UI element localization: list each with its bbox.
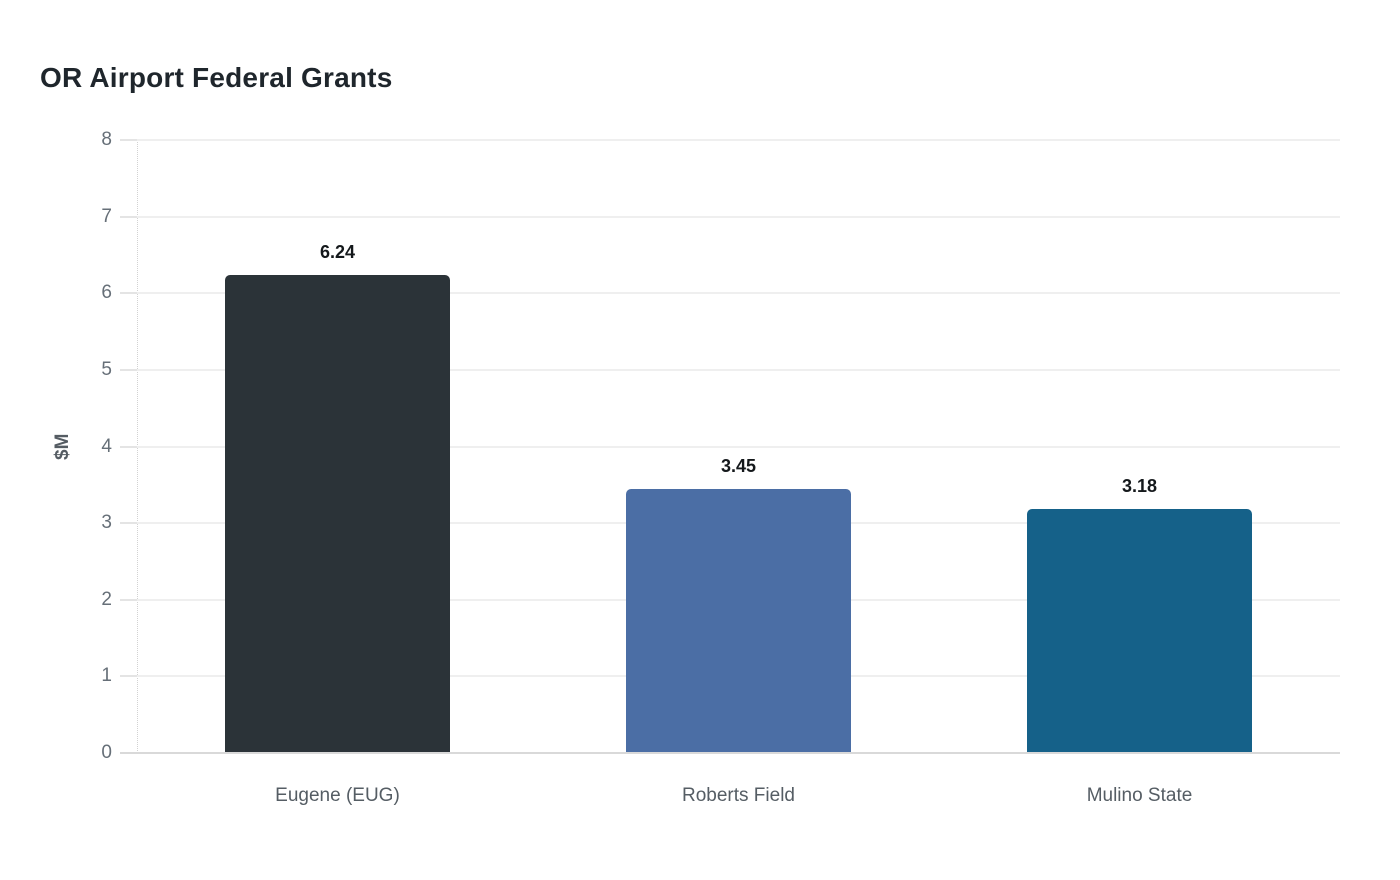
chart-title: OR Airport Federal Grants	[40, 62, 393, 93]
y-tick-label: 4	[101, 435, 112, 457]
y-tick-label: 7	[101, 205, 112, 227]
y-tick-label: 0	[101, 742, 112, 763]
gridline	[137, 292, 1340, 295]
bar-value-label: 6.24	[319, 241, 355, 262]
y-tick-label: 3	[101, 512, 112, 534]
x-tick-label: Mulino State	[1086, 785, 1193, 806]
y-axis-tick	[120, 522, 137, 525]
y-tick-label: 2	[101, 588, 112, 610]
y-axis-tick	[120, 139, 137, 141]
bar-eugene-eug	[224, 274, 450, 753]
y-axis-tick	[120, 598, 137, 601]
gridline	[137, 368, 1340, 371]
plot-area: 0 1 2 3 4 5 6 7 8 6.24 Eugene (EUG) 3.45 Roberts Fie…	[101, 129, 1340, 806]
y-axis-title: $M	[52, 433, 73, 460]
bar-mulino-state	[1027, 509, 1252, 753]
gridline	[137, 215, 1340, 218]
x-tick-label: Eugene (EUG)	[275, 785, 400, 806]
bar-value-label: 3.45	[720, 455, 757, 476]
x-tick-label: Roberts Field	[682, 785, 795, 806]
y-tick-label: 1	[101, 665, 112, 687]
y-axis-tick	[120, 215, 137, 218]
bar-value-label: 3.18	[1121, 476, 1158, 497]
y-axis-tick	[120, 368, 137, 371]
y-axis-tick	[120, 292, 137, 295]
y-axis-tick	[120, 445, 137, 448]
y-tick-label: 8	[101, 129, 112, 150]
gridline	[137, 139, 1340, 141]
bar-roberts-field	[626, 488, 851, 753]
gridline	[137, 445, 1340, 448]
y-axis-tick	[120, 675, 137, 678]
y-tick-label: 5	[101, 358, 112, 380]
y-tick-label: 6	[101, 282, 112, 304]
x-axis-line	[120, 752, 1340, 754]
